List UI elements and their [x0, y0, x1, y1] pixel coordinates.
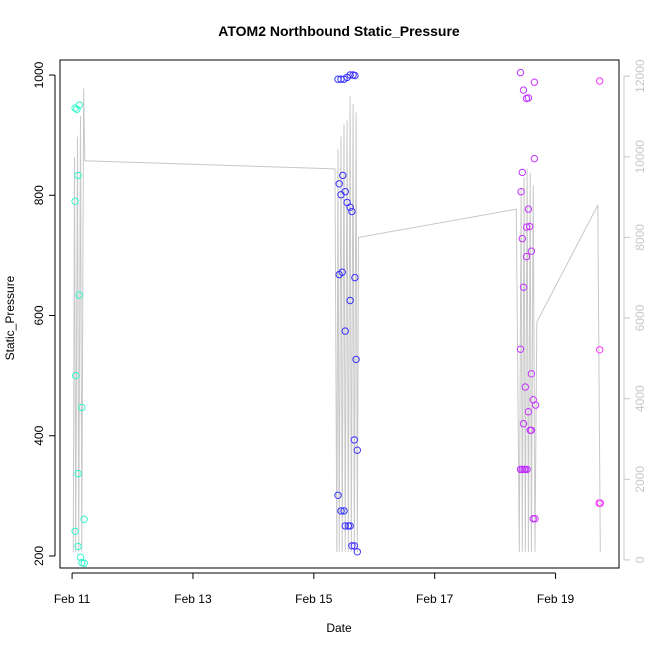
data-point	[341, 327, 349, 335]
data-point	[350, 542, 358, 550]
y2-tick-label: 2000	[633, 466, 647, 493]
data-point	[78, 403, 86, 412]
x-tick-label: Feb 11	[54, 592, 91, 606]
y2-tick-label: 0	[633, 556, 647, 563]
y-tick-label: 800	[32, 185, 46, 205]
y2-tick-label: 4000	[633, 385, 647, 412]
data-point	[531, 515, 539, 523]
data-point	[348, 542, 356, 550]
y2-tick-label: 6000	[633, 304, 647, 331]
data-point	[74, 469, 82, 478]
plot-frame	[59, 59, 620, 569]
data-point	[74, 171, 82, 180]
y-axis-label: Static_Pressure	[3, 275, 17, 360]
y-tick-label: 400	[32, 425, 46, 445]
data-point	[335, 180, 343, 188]
x-tick-label: Feb 19	[537, 592, 575, 606]
data-point	[76, 553, 85, 561]
y-tick-label: 600	[32, 305, 46, 325]
data-point	[531, 401, 540, 409]
data-point	[519, 283, 528, 291]
data-point	[74, 542, 82, 551]
data-point	[80, 559, 88, 567]
y-tick-label: 200	[32, 546, 46, 566]
data-point	[338, 268, 346, 276]
data-point	[351, 71, 359, 80]
data-point	[71, 527, 79, 535]
data-point	[524, 408, 533, 416]
data-point	[522, 252, 531, 261]
data-point	[517, 188, 525, 196]
y2-tick-label: 8000	[633, 224, 647, 251]
data-point	[527, 426, 536, 434]
points-layer	[71, 68, 604, 567]
data-point	[353, 548, 361, 556]
data-point	[518, 234, 526, 243]
data-point	[523, 465, 531, 474]
data-point	[337, 507, 345, 515]
data-point	[72, 371, 80, 380]
data-point	[346, 522, 354, 530]
y-axis-right: 0 2000 4000 6000 8000 10000 12000	[623, 59, 647, 563]
x-tick-label: Feb 13	[174, 592, 212, 606]
y-axis-left: 200 400 600 800 1000	[32, 61, 56, 566]
x-tick-label: Feb 17	[416, 592, 454, 606]
secondary-line-layer	[72, 88, 601, 552]
data-point	[516, 345, 525, 353]
data-point	[516, 68, 525, 77]
data-point	[75, 291, 84, 299]
data-point	[340, 507, 348, 515]
data-point	[73, 105, 81, 114]
data-point	[530, 154, 539, 163]
data-point	[527, 370, 536, 378]
data-point	[80, 515, 88, 523]
data-point	[334, 491, 342, 499]
data-point	[346, 71, 354, 79]
data-point	[518, 168, 526, 177]
data-point	[353, 446, 361, 454]
data-point	[527, 247, 536, 255]
data-point	[519, 420, 528, 428]
data-point	[530, 78, 539, 86]
data-point	[521, 383, 529, 391]
data-point	[524, 205, 533, 213]
data-point	[341, 188, 349, 196]
x-tick-label: Feb 15	[295, 592, 333, 606]
data-point	[596, 77, 604, 85]
x-axis-label: Date	[326, 621, 352, 635]
chart-title: ATOM2 Northbound Static_Pressure	[218, 23, 460, 39]
data-point	[346, 203, 354, 212]
x-axis: Feb 11 Feb 13 Feb 15 Feb 17 Feb 19	[54, 572, 575, 606]
data-point	[350, 436, 358, 444]
data-point	[351, 273, 359, 282]
secondary-line	[72, 88, 601, 552]
data-point	[339, 171, 347, 180]
y-tick-label: 1000	[32, 61, 46, 88]
data-point	[75, 101, 84, 109]
data-point	[596, 346, 604, 354]
data-point	[71, 197, 79, 206]
data-point	[525, 222, 534, 231]
data-point	[346, 296, 354, 305]
data-point	[348, 207, 356, 216]
data-point	[341, 522, 349, 530]
data-point	[524, 94, 533, 102]
data-point	[596, 499, 604, 507]
data-point	[352, 355, 360, 364]
y2-tick-label: 10000	[633, 140, 647, 174]
data-point	[522, 223, 531, 231]
data-point	[519, 86, 528, 94]
y2-tick-label: 12000	[633, 59, 647, 93]
